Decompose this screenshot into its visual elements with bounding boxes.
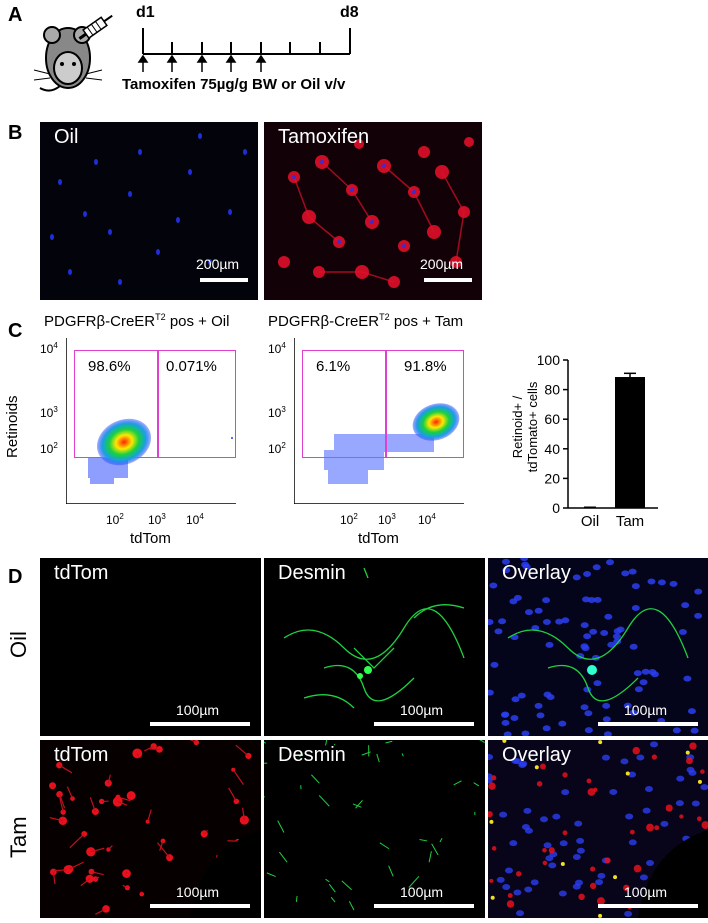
tdtomato-cells: [278, 137, 474, 288]
micrograph-oil-title: Oil: [54, 126, 79, 148]
gate-left-percent: 6.1%: [316, 358, 351, 375]
gate-left-percent: 98.6%: [88, 358, 131, 375]
nuclei-dots: [50, 133, 247, 285]
timeline-end-label: d8: [340, 4, 359, 21]
flow-tam-title: PDGFRβ-CreERT2 pos + Tam: [268, 312, 464, 330]
y-tick-label: 60: [544, 411, 560, 427]
panel-title: Desmin: [278, 562, 346, 584]
micrograph-tam-overlay: Overlay 100µm: [488, 740, 708, 918]
flow-x-axis-label: tdTom: [358, 530, 399, 547]
gate-left: [74, 350, 158, 458]
timeline-start-label: d1: [136, 4, 155, 21]
micrograph-tamoxifen: Tamoxifen 200µm: [264, 122, 482, 300]
scale-bar-label: 100µm: [176, 702, 220, 718]
panel-title: Overlay: [502, 562, 571, 584]
panel-c-label: C: [8, 320, 23, 342]
micrograph-oil: Oil 200µm: [40, 122, 258, 300]
micrograph-oil-tdtom: tdTom 100µm: [40, 558, 261, 736]
scale-bar: [424, 278, 472, 282]
y-tick-label: 0: [552, 500, 560, 516]
y-tick-label: 40: [544, 441, 560, 457]
x-tick-label: 103: [148, 512, 166, 527]
x-category-label: Oil: [581, 513, 599, 530]
y-tick-label: 104: [40, 341, 58, 356]
scale-bar: [374, 904, 474, 908]
y-tick-label: 102: [268, 441, 286, 456]
row-label-oil: Oil: [6, 631, 31, 658]
gate-right: [158, 350, 236, 458]
row-label-tam: Tam: [6, 816, 31, 858]
scale-bar: [598, 722, 698, 726]
scale-bar-label: 100µm: [176, 884, 220, 900]
flow-plot-oil: 98.6% 0.071%: [66, 338, 236, 504]
gate-left: [302, 350, 386, 458]
y-tick-label: 20: [544, 470, 560, 486]
scale-bar-label: 100µm: [624, 702, 668, 718]
panel-d-label: D: [8, 566, 23, 588]
gate-right: [386, 350, 464, 458]
x-tick-label: 103: [378, 512, 396, 527]
flow-x-axis-label: tdTom: [130, 530, 171, 547]
scale-bar: [200, 278, 248, 282]
micrograph-oil-desmin: Desmin 100µm: [264, 558, 485, 736]
gate-right-percent: 0.071%: [166, 358, 217, 375]
x-category-label: Tam: [616, 513, 644, 530]
y-tick-label: 100: [538, 352, 560, 368]
flow-y-axis-label: Retinoids: [4, 395, 21, 458]
y-tick-label: 102: [40, 441, 58, 456]
scale-bar: [598, 904, 698, 908]
timeline-caption: Tamoxifen 75µg/g BW or Oil v/v: [122, 76, 346, 93]
panel-title: tdTom: [54, 562, 109, 584]
y-tick-label: 103: [40, 405, 58, 420]
x-tick-label: 104: [186, 512, 204, 527]
scale-bar: [150, 722, 250, 726]
x-tick-label: 102: [106, 512, 124, 527]
injection-arrows: [137, 54, 267, 72]
timeline: [137, 28, 351, 72]
bar-chart-y-label: Retinoid+ / tdTomato+ cells: [510, 381, 540, 473]
scale-bar: [150, 904, 250, 908]
scale-bar-label: 100µm: [400, 884, 444, 900]
panel-b-label: B: [8, 122, 23, 144]
x-tick-label: 104: [418, 512, 436, 527]
gate-right-percent: 91.8%: [404, 358, 447, 375]
micrograph-oil-overlay: Overlay 100µm: [488, 558, 708, 736]
flow-oil-title: PDGFRβ-CreERT2 pos + Oil: [44, 312, 230, 330]
scale-bar-label: 200µm: [196, 256, 240, 272]
scale-bar-label: 200µm: [420, 256, 464, 272]
micrograph-tam-tdtom: tdTom 100µm: [40, 740, 261, 918]
bar-chart: 0 20 40 60 80 100 Oil Tam: [538, 352, 658, 530]
panel-title: Overlay: [502, 744, 571, 766]
x-tick-label: 102: [340, 512, 358, 527]
flow-plot-tam: 6.1% 91.8%: [294, 338, 464, 504]
mouse-syringe-icon: [33, 14, 113, 92]
scale-bar-label: 100µm: [400, 702, 444, 718]
panel-title: tdTom: [54, 744, 109, 766]
y-tick-label: 80: [544, 382, 560, 398]
micrograph-tamoxifen-title: Tamoxifen: [278, 126, 370, 148]
y-tick-label: 104: [268, 341, 286, 356]
panel-a-label: A: [8, 4, 23, 26]
scale-bar-label: 100µm: [624, 884, 668, 900]
scale-bar: [374, 722, 474, 726]
micrograph-tam-desmin: Desmin 100µm: [264, 740, 485, 918]
bar-tam: [615, 377, 645, 508]
y-tick-label: 103: [268, 405, 286, 420]
panel-title: Desmin: [278, 744, 346, 766]
